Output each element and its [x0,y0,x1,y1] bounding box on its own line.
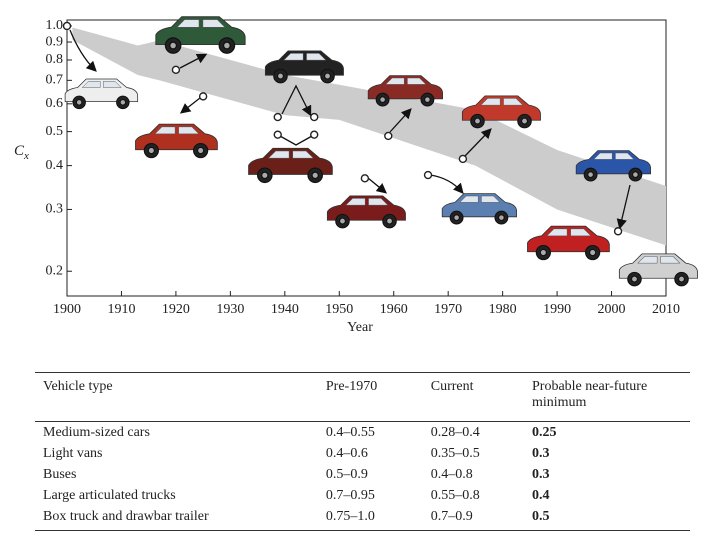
table-cell: 0.3 [524,464,690,485]
table-cell: Large articulated trucks [35,485,318,506]
x-tick-label: 1940 [271,302,299,317]
car-image [249,148,333,182]
table-cell: 0.5–0.9 [318,464,423,485]
x-tick-label: 1960 [380,302,408,317]
data-point [274,131,281,138]
arrow [368,178,385,192]
table-cell: Box truck and drawbar trailer [35,506,318,531]
y-tick-label: 0.5 [46,124,64,139]
table-cell: 0.25 [524,422,690,444]
data-point [200,93,207,100]
table-cell: Medium-sized cars [35,422,318,444]
y-tick-label: 0.9 [46,34,64,49]
y-tick-label: 1.0 [46,18,64,33]
car-image [528,226,610,259]
car-image [156,17,245,53]
data-point [615,228,622,235]
car-image [442,194,516,224]
x-tick-label: 1970 [434,302,462,317]
y-tick-label: 0.8 [46,52,64,67]
x-tick-label: 2000 [598,302,626,317]
table-cell: 0.55–0.8 [423,485,524,506]
table-cell: 0.75–1.0 [318,506,423,531]
table-cell: 0.3 [524,443,690,464]
y-tick-label: 0.6 [46,96,64,111]
data-point [64,22,71,29]
x-tick-label: 1980 [489,302,517,317]
column-header: Pre-1970 [318,373,423,422]
y-tick-label: 0.7 [46,73,64,88]
x-tick-label: 2010 [652,302,680,317]
arrow [182,98,200,112]
x-tick-label: 1990 [543,302,571,317]
data-point [172,66,179,73]
data-point [361,175,368,182]
y-tick-label: 0.4 [46,158,64,173]
data-point [425,172,432,179]
x-tick-label: 1910 [107,302,135,317]
car-image [265,51,343,83]
table-cell: 0.35–0.5 [423,443,524,464]
table-cell: 0.5 [524,506,690,531]
table-cell: 0.28–0.4 [423,422,524,444]
car-image [136,124,218,157]
y-tick-label: 0.3 [46,202,64,217]
table-cell: 0.4–0.55 [318,422,423,444]
car-image [65,79,138,109]
table-cell: Light vans [35,443,318,464]
x-tick-label: 1950 [325,302,353,317]
car-image [327,196,405,228]
column-header: Vehicle type [35,373,318,422]
table-cell: 0.4–0.6 [318,443,423,464]
arrow [280,136,312,145]
table-cell: 0.4–0.8 [423,464,524,485]
car-image [619,254,697,286]
table-cell: 0.7–0.9 [423,506,524,531]
table-cell: 0.7–0.95 [318,485,423,506]
arrow [430,175,462,192]
y-axis-label: Cx [14,143,29,161]
x-tick-label: 1930 [216,302,244,317]
data-point [459,155,466,162]
x-axis-label: Year [347,320,373,335]
x-tick-label: 1920 [162,302,190,317]
y-axis-label-subscript: x [23,150,29,162]
chart: Year Cx 1.00.9 0.8 0.7 0.6 0.5 0.4 0.3 0.2 1900 1… [0,0,710,345]
column-header: Current [423,373,524,422]
y-tick-label: 0.2 [46,263,64,278]
x-tick-label: 1900 [53,302,81,317]
page: {"chart_data": {"type": "scatter", "xlab… [0,0,710,537]
data-point [385,132,392,139]
data-point [311,131,318,138]
table-cell: Buses [35,464,318,485]
data-point [311,114,318,121]
column-header: Probable near-future minimum [524,373,690,422]
data-point [274,114,281,121]
table-cell: 0.4 [524,485,690,506]
